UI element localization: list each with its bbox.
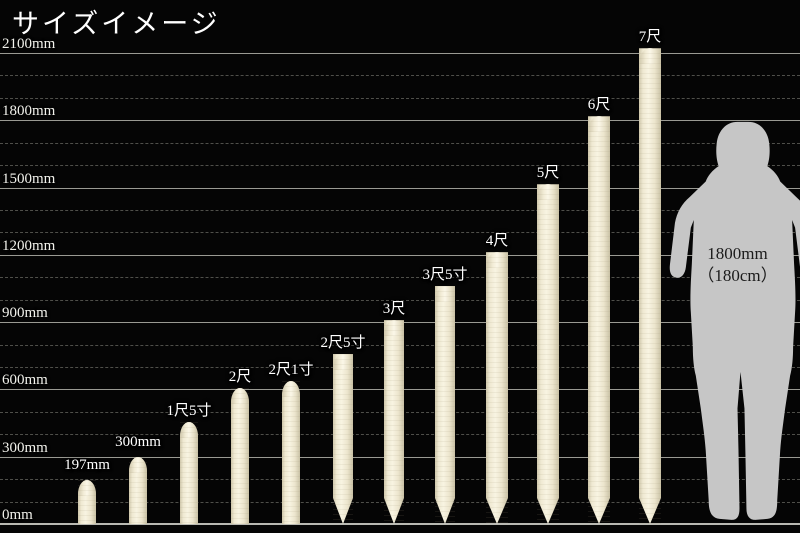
- bar-body: [588, 116, 610, 524]
- gridline-minor: [0, 142, 800, 144]
- bar: [129, 456, 147, 524]
- gridline-major: [0, 53, 800, 54]
- bar-body: [180, 421, 198, 524]
- gridline-minor: [0, 165, 800, 167]
- bar: [639, 48, 661, 524]
- bar-label: 300mm: [115, 433, 161, 450]
- bar-top-cap: [537, 184, 559, 201]
- bar-top-cap: [78, 479, 96, 496]
- gridline-minor: [0, 75, 800, 77]
- bar-body: [129, 456, 147, 524]
- bar-body: [537, 184, 559, 524]
- bar: [180, 421, 198, 524]
- bar: [282, 381, 300, 524]
- y-axis-tick-label: 300mm: [2, 439, 48, 456]
- bar-label: 3尺: [382, 301, 406, 318]
- y-axis-tick-label: 1500mm: [2, 170, 56, 187]
- bar-label: 2尺5寸: [320, 334, 366, 351]
- gridline-minor: [0, 210, 800, 211]
- bar-label: 1尺5寸: [166, 402, 212, 419]
- bar-top-cap: [384, 320, 404, 337]
- bar-body: [333, 354, 353, 524]
- y-axis-tick-label: 1200mm: [2, 237, 56, 254]
- bar-label: 2尺1寸: [268, 362, 314, 379]
- bar: [333, 354, 353, 524]
- bar-label: 2尺: [228, 369, 252, 386]
- gridline-major: [0, 120, 800, 122]
- bar: [588, 116, 610, 524]
- bar: [231, 388, 249, 524]
- bar-top-cap: [231, 388, 249, 405]
- human-silhouette: [668, 120, 800, 524]
- gridline-major: [0, 523, 800, 525]
- gridline-minor: [0, 232, 800, 234]
- bar-body: [384, 320, 404, 524]
- bar: [78, 479, 96, 524]
- bar-label: 6尺: [587, 97, 611, 114]
- y-axis-tick-label: 600mm: [2, 372, 48, 389]
- bar-top-cap: [588, 116, 610, 133]
- bar-top-cap: [282, 381, 300, 398]
- bar-body: [435, 286, 455, 524]
- bar-top-cap: [435, 286, 455, 303]
- bar-label: 197mm: [64, 456, 110, 473]
- gridline-major: [0, 187, 800, 189]
- bar-label: 7尺: [638, 29, 662, 46]
- bar-body: [231, 388, 249, 524]
- bar-top-cap: [129, 456, 147, 473]
- bar-top-cap: [639, 48, 661, 65]
- bar-body: [639, 48, 661, 524]
- bar-top-cap: [333, 354, 353, 370]
- gridline-minor: [0, 299, 800, 301]
- page-title: サイズイメージ: [12, 9, 221, 40]
- bar-label: 4尺: [485, 233, 509, 250]
- bar-top-cap: [486, 252, 508, 269]
- gridline-minor: [0, 277, 800, 279]
- gridline-major: [0, 254, 800, 256]
- human-height-mm: 1800mm: [707, 244, 768, 264]
- bar-top-cap: [180, 421, 198, 438]
- gridline-minor: [0, 97, 800, 99]
- y-axis-tick-label: 0mm: [2, 507, 33, 523]
- human-height-cm: （180cm）: [697, 265, 778, 285]
- bar: [435, 286, 455, 524]
- bar-label: 3尺5寸: [422, 267, 468, 284]
- y-axis-tick-label: 1800mm: [2, 103, 56, 120]
- bar-body: [282, 381, 300, 524]
- bar-label: 5尺: [536, 165, 560, 182]
- bar-body: [486, 252, 508, 524]
- y-axis-tick-label: 900mm: [2, 305, 48, 322]
- y-axis-tick-label: 2100mm: [2, 36, 56, 52]
- bar: [384, 320, 404, 524]
- human-height-label: 1800mm （180cm）: [660, 243, 800, 286]
- bar: [537, 184, 559, 524]
- bar: [486, 252, 508, 524]
